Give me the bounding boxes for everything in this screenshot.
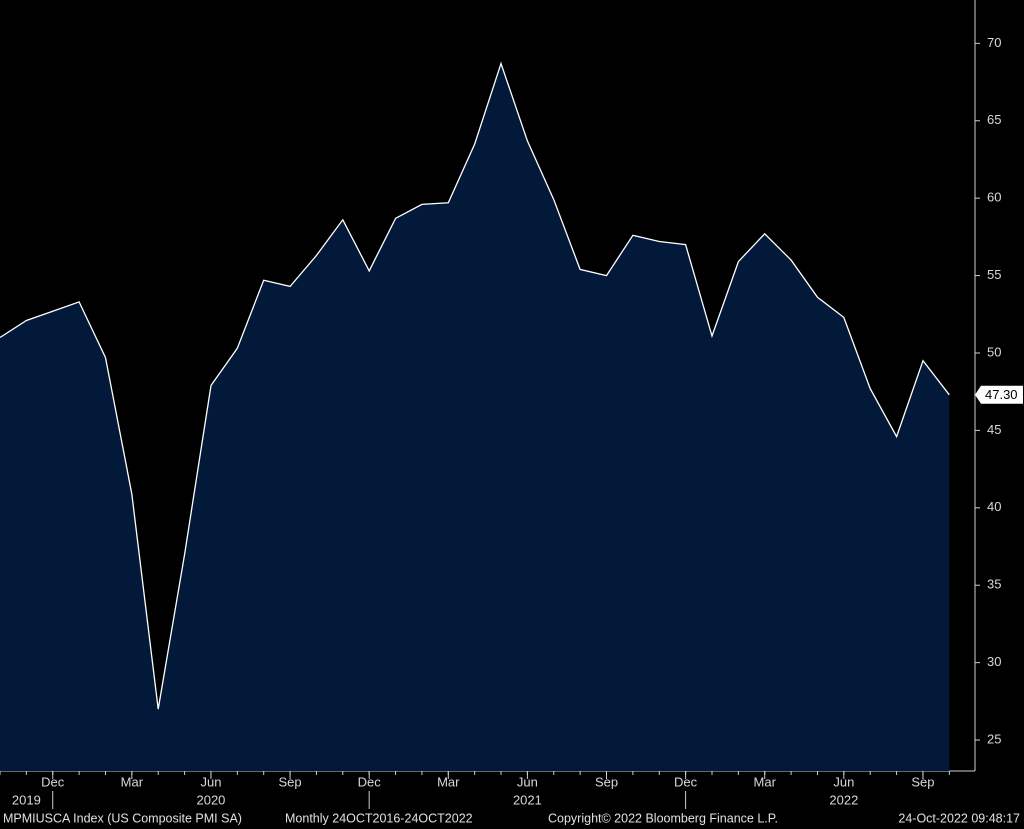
footer-range: Monthly 24OCT2016-24OCT2022: [285, 811, 473, 825]
x-tick-label: Sep: [911, 774, 934, 789]
x-tick-label: Mar: [754, 774, 777, 789]
y-tick-label: 50: [987, 344, 1001, 359]
x-tick-label: Jun: [517, 774, 538, 789]
footer-ticker: MPMIUSCA Index (US Composite PMI SA): [3, 811, 242, 825]
x-tick-label: Dec: [674, 774, 698, 789]
y-tick-label: 30: [987, 654, 1001, 669]
footer-timestamp: 24-Oct-2022 09:48:17: [898, 811, 1020, 825]
y-tick-label: 70: [987, 35, 1001, 50]
y-tick-label: 60: [987, 190, 1001, 205]
y-tick-label: 45: [987, 422, 1001, 437]
y-tick-label: 40: [987, 499, 1001, 514]
x-tick-label: Mar: [437, 774, 460, 789]
year-label: 2022: [829, 792, 858, 807]
footer-copyright: Copyright© 2022 Bloomberg Finance L.P.: [548, 811, 778, 825]
area-fill: [0, 63, 950, 771]
year-label: 2020: [196, 792, 225, 807]
y-tick-label: 25: [987, 731, 1001, 746]
year-label: 2021: [513, 792, 542, 807]
y-tick-label: 35: [987, 577, 1001, 592]
y-tick-label: 55: [987, 267, 1001, 282]
last-value-label: 47.30: [985, 387, 1018, 402]
x-tick-label: Jun: [200, 774, 221, 789]
y-tick-label: 65: [987, 112, 1001, 127]
x-tick-label: Jun: [833, 774, 854, 789]
x-tick-label: Sep: [595, 774, 618, 789]
x-tick-label: Sep: [278, 774, 301, 789]
x-tick-label: Dec: [358, 774, 382, 789]
year-label: 2019: [12, 792, 41, 807]
series-line: [0, 61, 950, 710]
x-tick-label: Dec: [41, 774, 65, 789]
last-value-box: [975, 385, 1023, 404]
x-tick-label: Mar: [121, 774, 144, 789]
